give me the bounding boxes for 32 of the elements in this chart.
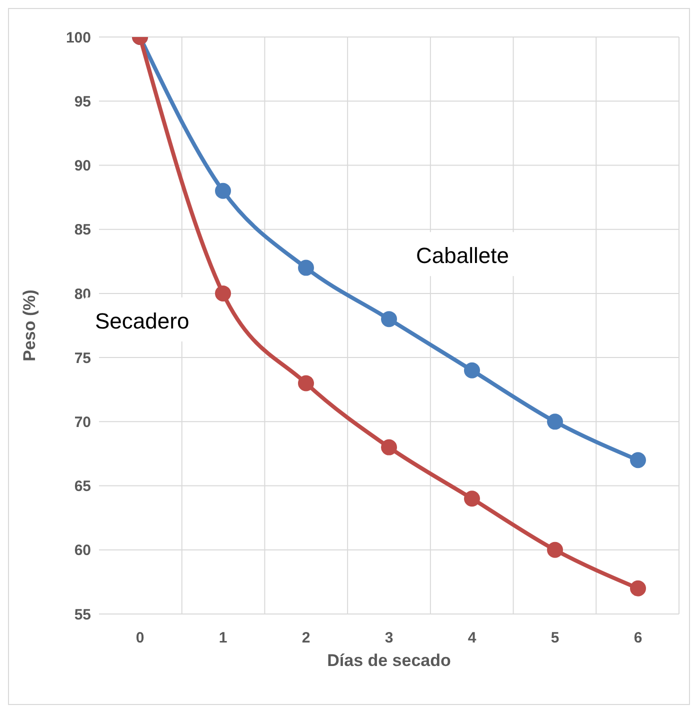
y-tick-label: 70 [74, 414, 91, 431]
point [464, 490, 480, 507]
point [547, 542, 563, 558]
y-tick-label: 95 [74, 93, 91, 110]
x-axis-title: Días de secado [327, 651, 451, 670]
point [630, 580, 646, 596]
y-axis-title: Peso (%) [20, 290, 40, 362]
point [464, 362, 480, 378]
series-label: Secadero [95, 308, 190, 334]
point [547, 414, 563, 430]
point [381, 439, 397, 456]
y-tick-label: 100 [66, 29, 91, 46]
y-tick-label: 75 [74, 350, 91, 367]
x-tick-label: 0 [136, 630, 144, 647]
y-tick-label: 85 [74, 222, 91, 239]
x-tick-label: 3 [384, 630, 394, 647]
y-tick-label: 55 [74, 606, 91, 624]
point [215, 285, 231, 302]
x-tick-label: 1 [218, 630, 228, 647]
point [630, 452, 646, 468]
y-tick-label: 90 [74, 158, 91, 175]
y-tick-label: 65 [74, 478, 91, 496]
x-tick-label: 5 [550, 630, 560, 647]
x-tick-label: 2 [302, 630, 310, 647]
text: Caballete [416, 243, 509, 268]
y-tick-label: 60 [74, 542, 91, 560]
point [298, 375, 314, 392]
point [298, 260, 314, 276]
x-tick-label: 4 [468, 630, 477, 647]
point [381, 311, 397, 328]
x-tick-label: 6 [634, 630, 642, 647]
point [215, 182, 231, 199]
